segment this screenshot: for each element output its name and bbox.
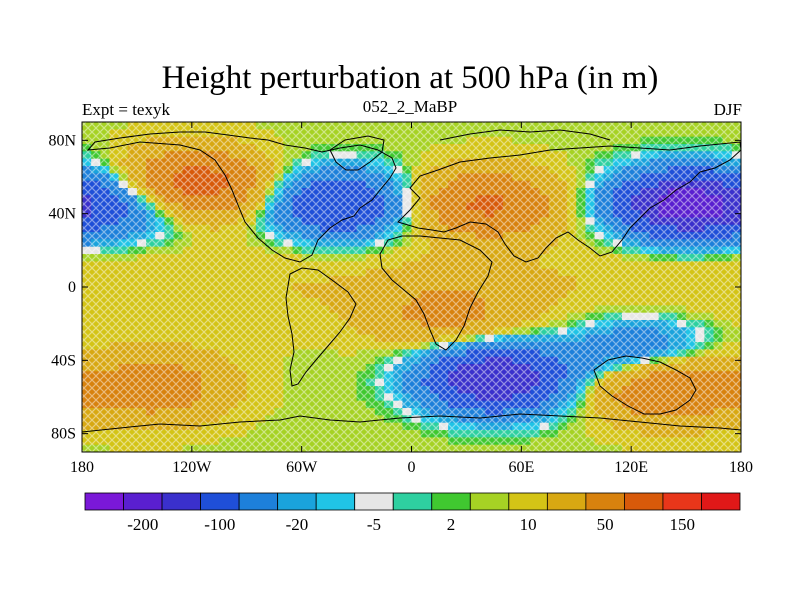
- x-tick-label: 60E: [508, 459, 534, 476]
- coast-australia: [593, 355, 697, 415]
- colorbar-swatch: [84, 492, 124, 511]
- hatch-overlay: [82, 122, 741, 452]
- colorbar-swatch: [624, 492, 664, 511]
- x-tick-label: 120W: [172, 459, 212, 476]
- x-tick-label: 180: [729, 459, 753, 476]
- season-label: DJF: [713, 100, 742, 119]
- y-tick-label: 80S: [51, 426, 76, 443]
- colorbar-label: -100: [204, 515, 235, 534]
- y-tick-label: 0: [68, 279, 76, 296]
- y-tick-label: 40S: [51, 352, 76, 369]
- colorbar: -200 -100 -20 -5 2 10 50 150: [84, 492, 741, 534]
- case-label: 052_2_MaBP: [362, 97, 458, 116]
- x-tick-label: 180: [70, 459, 94, 476]
- coast-arctic-islands: [439, 129, 611, 141]
- x-tick-label: 120E: [614, 459, 648, 476]
- colorbar-swatch: [662, 492, 702, 511]
- colorbar-label: -5: [367, 515, 381, 534]
- colorbar-swatch: [277, 492, 317, 511]
- coast-south-america: [285, 267, 357, 387]
- coastlines: [82, 129, 741, 433]
- coast-africa: [379, 235, 493, 351]
- colorbar-label: 10: [520, 515, 537, 534]
- colorbar-label: -20: [286, 515, 309, 534]
- coast-north-america: [86, 131, 397, 263]
- colorbar-swatch: [508, 492, 548, 511]
- x-tick-label: 0: [408, 459, 416, 476]
- colorbar-swatch: [701, 492, 741, 511]
- chart-title: Height perturbation at 500 hPa (in m): [161, 60, 659, 96]
- axis-ticks: 180 120W 60W 0 60E 120E 180 80N 40N 0 40S 80S: [48, 122, 753, 476]
- colorbar-label: 150: [669, 515, 695, 534]
- colorbar-swatch: [354, 492, 394, 511]
- coast-antarctica: [82, 413, 741, 433]
- colorbar-label: -200: [127, 515, 158, 534]
- colorbar-label: 2: [447, 515, 456, 534]
- x-tick-label: 60W: [286, 459, 318, 476]
- colorbar-swatch: [238, 492, 279, 511]
- experiment-label: Expt = texyk: [82, 100, 170, 119]
- colorbar-swatch: [161, 492, 201, 511]
- coast-greenland: [329, 135, 385, 171]
- colorbar-swatch: [546, 492, 587, 511]
- colorbar-swatch: [315, 492, 356, 511]
- colorbar-label: 50: [597, 515, 614, 534]
- colorbar-swatch: [431, 492, 471, 511]
- colorbar-swatch: [392, 492, 433, 511]
- colorbar-swatch: [200, 492, 240, 511]
- y-tick-label: 40N: [48, 206, 76, 223]
- colorbar-swatch: [585, 492, 625, 511]
- colorbar-swatch: [469, 492, 510, 511]
- coast-eurasia: [397, 141, 741, 263]
- y-tick-label: 80N: [48, 132, 76, 149]
- colorbar-swatch: [123, 492, 163, 511]
